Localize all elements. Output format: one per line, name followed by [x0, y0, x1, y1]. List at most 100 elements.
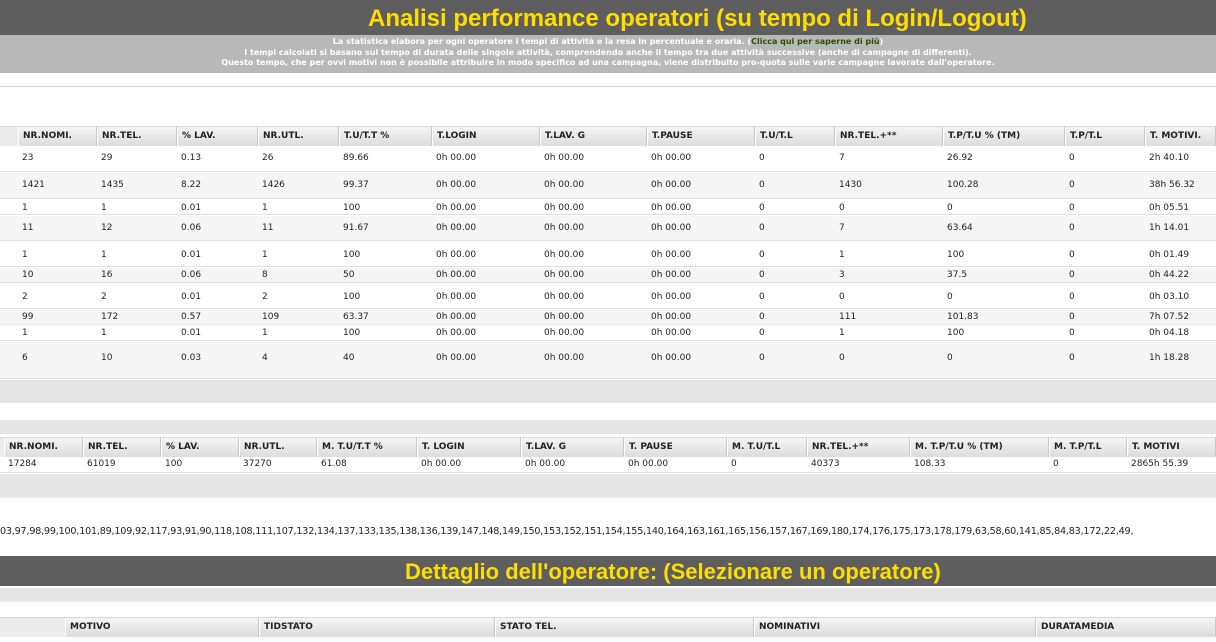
total-col-header-m-tp-tu[interactable]: M. T.P/T.U % (TM)	[910, 438, 1049, 457]
total-cell-tu-tt: 61.08	[321, 459, 347, 469]
total-col-header-nr-nomi[interactable]: NR.NOMI.	[4, 438, 83, 457]
totals-table-header: NR.NOMI. NR.TEL. % LAV. NR.UTL. M. T.U/T…	[0, 437, 1216, 457]
cell-tu-tt: 99.37	[343, 180, 369, 190]
cell-nr-tel: 172	[101, 312, 119, 322]
cell-t-login: 0h 00.00	[436, 203, 477, 213]
table-row[interactable]: 23 29 0.13 26 89.66 0h 00.00 0h 00.00 0h 00.00 0…	[0, 147, 1216, 172]
col-header-tp-tl[interactable]: T.P/T.L	[1065, 127, 1145, 146]
cell-tu-tl: 0	[759, 250, 765, 260]
total-col-header-t-lav-g[interactable]: T.LAV. G	[521, 438, 624, 457]
operators-table-header: NR.NOMI. NR.TEL. % LAV. NR.UTL. T.U/T.T …	[0, 126, 1216, 146]
table-row[interactable]: 10 16 0.06 8 50 0h 00.00 0h 00.00 0h 00.00 0 3 37.…	[0, 268, 1216, 283]
cell-t-lav-g: 0h 00.00	[544, 312, 585, 322]
cell-tp-tl: 0	[1069, 292, 1075, 302]
cell-nr-tel-plus: 1	[839, 328, 845, 338]
cell-nr-nomi: 1	[22, 328, 28, 338]
cell-nr-nomi: 1	[22, 203, 28, 213]
total-cell-nr-utl: 37270	[243, 459, 272, 469]
total-col-header-nr-utl[interactable]: NR.UTL.	[239, 438, 317, 457]
total-cell-t-motivi: 2865h 55.39	[1131, 459, 1189, 469]
cell-nr-utl: 4	[262, 353, 268, 363]
cell-nr-tel-plus: 1	[839, 250, 845, 260]
total-col-header-perc-lav[interactable]: % LAV.	[161, 438, 239, 457]
cell-nr-utl: 26	[262, 153, 274, 163]
cell-t-lav-g: 0h 00.00	[544, 223, 585, 233]
cell-tp-tu: 100.28	[947, 180, 979, 190]
col-header-t-lav-g[interactable]: T.LAV. G	[540, 127, 647, 146]
col-header-perc-lav[interactable]: % LAV.	[177, 127, 258, 146]
detail-col-header-tidstato[interactable]: TIDSTATO	[259, 618, 495, 637]
cell-tp-tl: 0	[1069, 312, 1075, 322]
cell-t-login: 0h 00.00	[436, 328, 477, 338]
cell-nr-utl: 1426	[262, 180, 285, 190]
cell-nr-tel: 2	[101, 292, 107, 302]
detail-col-header-duratamedia[interactable]: DURATAMEDIA	[1036, 618, 1216, 637]
cell-tu-tt: 63.37	[343, 312, 369, 322]
detail-col-header-motivo[interactable]: MOTIVO	[65, 618, 259, 637]
table-row[interactable]: 99 172 0.57 109 63.37 0h 00.00 0h 00.00 0h 00.0…	[0, 310, 1216, 325]
table-row[interactable]: 1 1 0.01 1 100 0h 00.00 0h 00.00 0h 00.00 0 0 0 0 0h…	[0, 200, 1216, 215]
total-col-header-m-tu-tt[interactable]: M. T.U/T.T %	[317, 438, 417, 457]
description-line-1: La statistica elabora per ogni operatore…	[332, 37, 884, 46]
cell-tp-tl: 0	[1069, 250, 1075, 260]
cell-t-pause: 0h 00.00	[651, 153, 692, 163]
cell-t-pause: 0h 00.00	[651, 312, 692, 322]
table-row[interactable]: 1 1 0.01 1 100 0h 00.00 0h 00.00 0h 00.00 0 1 100 0…	[0, 242, 1216, 267]
cell-tp-tu: 26.92	[947, 153, 973, 163]
table-row[interactable]: 11 12 0.06 11 91.67 0h 00.00 0h 00.00 0h 00.00 0…	[0, 216, 1216, 241]
cell-perc-lav: 0.01	[181, 203, 202, 213]
more-info-link[interactable]: Clicca qui per saperne di più	[751, 37, 880, 46]
cell-nr-tel-plus: 111	[839, 312, 857, 322]
detail-col-header-stato-tel[interactable]: STATO TEL.	[495, 618, 754, 637]
col-header-nr-utl[interactable]: NR.UTL.	[258, 127, 339, 146]
cell-t-motivi: 38h 56.32	[1149, 180, 1195, 190]
cell-nr-tel-plus: 0	[839, 353, 845, 363]
divider	[0, 86, 1216, 87]
table-row[interactable]: 2 2 0.01 2 100 0h 00.00 0h 00.00 0h 00.00 0 0 0 0 0h…	[0, 284, 1216, 309]
cell-tp-tu: 100	[947, 250, 965, 260]
col-header-tu-tt[interactable]: T.U/T.T %	[339, 127, 432, 146]
cell-t-lav-g: 0h 00.00	[544, 153, 585, 163]
cell-t-login: 0h 00.00	[436, 223, 477, 233]
col-header-nr-nomi[interactable]: NR.NOMI.	[18, 127, 97, 146]
cell-tu-tt: 89.66	[343, 153, 369, 163]
total-col-header-m-tp-tl[interactable]: M. T.P/T.L	[1049, 438, 1127, 457]
cell-nr-tel: 16	[101, 270, 113, 280]
description-line-2: I tempi calcolati si basano sul tempo di…	[244, 47, 972, 57]
total-col-header-m-tu-tl[interactable]: M. T.U/T.L	[727, 438, 807, 457]
cell-tp-tl: 0	[1069, 328, 1075, 338]
cell-nr-utl: 1	[262, 328, 268, 338]
table-row[interactable]: 6 10 0.03 4 40 0h 00.00 0h 00.00 0h 00.00 0 0 0 0 1h…	[0, 342, 1216, 379]
total-cell-nr-tel: 61019	[87, 459, 116, 469]
cell-t-motivi: 1h 14.01	[1149, 223, 1190, 233]
col-header-t-pause[interactable]: T.PAUSE	[647, 127, 755, 146]
total-col-header-t-motivi[interactable]: T. MOTIVI	[1127, 438, 1216, 457]
page-title: Analisi performance operatori (su tempo …	[368, 5, 1027, 32]
total-col-header-t-pause[interactable]: T. PAUSE	[624, 438, 727, 457]
col-header-t-motivi[interactable]: T. MOTIVI.	[1145, 127, 1216, 146]
detail-col-header-nominativi[interactable]: NOMINATIVI	[754, 618, 1036, 637]
cell-nr-tel-plus: 0	[839, 292, 845, 302]
total-cell-nr-nomi: 17284	[8, 459, 37, 469]
col-header-tu-tl[interactable]: T.U/T.L	[755, 127, 835, 146]
col-header-tp-tu[interactable]: T.P/T.U % (TM)	[943, 127, 1065, 146]
cell-nr-tel: 12	[101, 223, 113, 233]
total-cell-nr-tel-plus: 40373	[811, 459, 840, 469]
table-row[interactable]: 1 1 0.01 1 100 0h 00.00 0h 00.00 0h 00.00 0 1 100 0…	[0, 326, 1216, 341]
cell-perc-lav: 0.13	[181, 153, 202, 163]
total-col-header-nr-tel[interactable]: NR.TEL.	[83, 438, 161, 457]
col-header-nr-tel-plus[interactable]: NR.TEL.+**	[835, 127, 943, 146]
cell-nr-tel: 29	[101, 153, 113, 163]
col-header-t-login[interactable]: T.LOGIN	[432, 127, 540, 146]
col-header-nr-tel[interactable]: NR.TEL.	[97, 127, 177, 146]
table-row[interactable]: 1421 1435 8.22 1426 99.37 0h 00.00 0h 00.00 0h …	[0, 173, 1216, 199]
cell-t-pause: 0h 00.00	[651, 270, 692, 280]
total-cell-t-pause: 0h 00.00	[628, 459, 669, 469]
total-col-header-nr-tel-plus[interactable]: NR.TEL.+**	[807, 438, 910, 457]
cell-t-pause: 0h 00.00	[651, 250, 692, 260]
cell-nr-utl: 11	[262, 223, 274, 233]
total-cell-perc-lav: 100	[165, 459, 183, 469]
cell-perc-lav: 0.06	[181, 223, 202, 233]
total-cell-tu-tl: 0	[731, 459, 737, 469]
total-col-header-t-login[interactable]: T. LOGIN	[417, 438, 521, 457]
